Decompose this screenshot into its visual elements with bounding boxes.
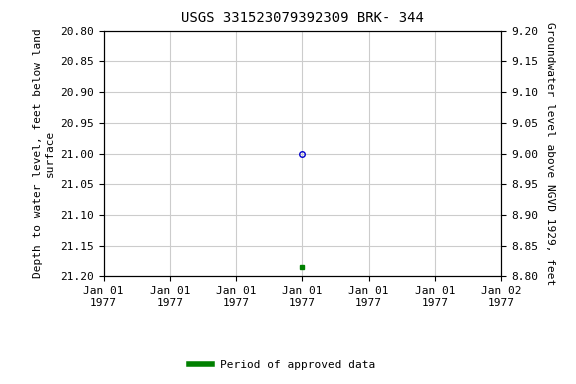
Title: USGS 331523079392309 BRK- 344: USGS 331523079392309 BRK- 344 xyxy=(181,12,424,25)
Legend: Period of approved data: Period of approved data xyxy=(185,355,380,374)
Y-axis label: Depth to water level, feet below land
surface: Depth to water level, feet below land su… xyxy=(33,29,55,278)
Y-axis label: Groundwater level above NGVD 1929, feet: Groundwater level above NGVD 1929, feet xyxy=(544,22,555,285)
